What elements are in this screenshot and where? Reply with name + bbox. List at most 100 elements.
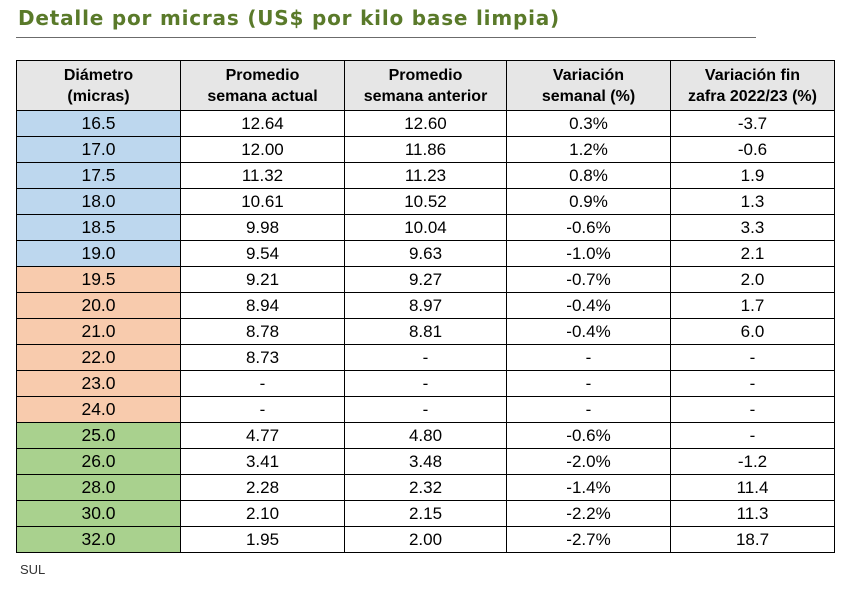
cell-diameter: 30.0 [16,500,181,527]
cell-diameter: 28.0 [16,474,181,501]
table-row: 19.0 9.54 9.63 -1.0% 2.1 [16,240,835,267]
cell-previous-week: 9.63 [344,240,507,267]
cell-diameter: 19.5 [16,266,181,293]
cell-current-week: 9.98 [180,214,345,241]
cell-diameter: 19.0 [16,240,181,267]
cell-diameter: 25.0 [16,422,181,449]
table-row: 24.0- - - - [16,396,835,423]
cell-current-week: 12.00 [180,136,345,163]
cell-previous-week: 2.00 [344,526,507,553]
cell-current-week: 12.64 [180,110,345,137]
cell-weekly-change: -0.6% [506,422,671,449]
cell-weekly-change: - [506,396,671,423]
cell-diameter: 16.5 [16,110,181,137]
cell-current-week: 8.94 [180,292,345,319]
table-row: 22.0 8.73- - - [16,344,835,371]
cell-season-change: 3.3 [670,214,835,241]
header-diameter: Diámetro (micras) [16,60,181,111]
cell-season-change: 11.3 [670,500,835,527]
cell-previous-week: 12.60 [344,110,507,137]
cell-current-week: 8.73 [180,344,345,371]
cell-diameter: 20.0 [16,292,181,319]
cell-current-week: 3.41 [180,448,345,475]
cell-weekly-change: 0.3% [506,110,671,137]
cell-previous-week: 2.32 [344,474,507,501]
table-row: 18.0 10.61 10.52 0.9% 1.3 [16,188,835,215]
cell-previous-week: 8.81 [344,318,507,345]
header-line: semana anterior [363,87,488,105]
header-previous-week: Promedio semana anterior [344,60,507,111]
table-row: 16.5 12.64 12.60 0.3% -3.7 [16,110,835,137]
header-line: Variación fin [704,66,801,84]
cell-season-change: -1.2 [670,448,835,475]
cell-diameter: 22.0 [16,344,181,371]
cell-weekly-change: -1.4% [506,474,671,501]
table-row: 17.0 12.00 11.86 1.2% -0.6 [16,136,835,163]
cell-weekly-change: -0.6% [506,214,671,241]
cell-season-change: 1.9 [670,162,835,189]
cell-diameter: 17.0 [16,136,181,163]
cell-weekly-change: -0.4% [506,292,671,319]
cell-current-week: 10.61 [180,188,345,215]
cell-current-week: 4.77 [180,422,345,449]
cell-weekly-change: -0.4% [506,318,671,345]
cell-diameter: 26.0 [16,448,181,475]
cell-previous-week: 4.80 [344,422,507,449]
title-underline [16,37,756,38]
cell-current-week: 9.21 [180,266,345,293]
table-row: 18.5 9.98 10.04 -0.6% 3.3 [16,214,835,241]
cell-season-change: -0.6 [670,136,835,163]
table-row: 28.0 2.28 2.32 -1.4% 11.4 [16,474,835,501]
cell-current-week: 2.10 [180,500,345,527]
table-row: 25.0 4.77 4.80 -0.6% - [16,422,835,449]
header-line: semanal (%) [541,87,636,105]
cell-previous-week: 10.52 [344,188,507,215]
header-line: Promedio [388,66,463,84]
header-season-change: Variación fin zafra 2022/23 (%) [670,60,835,111]
cell-weekly-change: -1.0% [506,240,671,267]
header-line: Promedio [225,66,300,84]
table-row: 19.5 9.21 9.27 -0.7% 2.0 [16,266,835,293]
table-row: 17.5 11.32 11.23 0.8% 1.9 [16,162,835,189]
cell-previous-week: 10.04 [344,214,507,241]
page-title: Detalle por micras (US$ por kilo base li… [18,6,560,30]
table-row: 23.0- - - - [16,370,835,397]
cell-weekly-change: 0.9% [506,188,671,215]
cell-previous-week: 11.23 [344,162,507,189]
cell-weekly-change: - [506,344,671,371]
table-row: 30.0 2.10 2.15 -2.2% 11.3 [16,500,835,527]
cell-weekly-change: -0.7% [506,266,671,293]
table-row: 26.0 3.41 3.48 -2.0% -1.2 [16,448,835,475]
cell-current-week: 9.54 [180,240,345,267]
cell-weekly-change: -2.0% [506,448,671,475]
source-label: SUL [20,562,46,577]
cell-diameter: 17.5 [16,162,181,189]
micron-price-table: Diámetro (micras) Promedio semana actual P… [16,60,835,553]
cell-diameter: 32.0 [16,526,181,553]
header-weekly-change: Variación semanal (%) [506,60,671,111]
cell-current-week: - [180,370,345,397]
header-line: zafra 2022/23 (%) [688,87,817,105]
cell-season-change: -3.7 [670,110,835,137]
cell-weekly-change: 0.8% [506,162,671,189]
cell-weekly-change: - [506,370,671,397]
cell-season-change: 1.3 [670,188,835,215]
cell-previous-week: 11.86 [344,136,507,163]
cell-previous-week: 2.15 [344,500,507,527]
cell-season-change: - [670,370,835,397]
cell-previous-week: 3.48 [344,448,507,475]
cell-diameter: 24.0 [16,396,181,423]
cell-diameter: 23.0 [16,370,181,397]
header-line: semana actual [207,87,318,105]
cell-previous-week: - [344,344,507,371]
table-body: 16.5 12.64 12.60 0.3% -3.7 17.0 12.00 11.86 1.2%… [16,110,835,553]
cell-previous-week: - [344,396,507,423]
header-line: Diámetro [63,66,134,84]
cell-previous-week: - [344,370,507,397]
cell-previous-week: 8.97 [344,292,507,319]
cell-previous-week: 9.27 [344,266,507,293]
cell-diameter: 21.0 [16,318,181,345]
cell-current-week: - [180,396,345,423]
cell-diameter: 18.0 [16,188,181,215]
header-current-week: Promedio semana actual [180,60,345,111]
